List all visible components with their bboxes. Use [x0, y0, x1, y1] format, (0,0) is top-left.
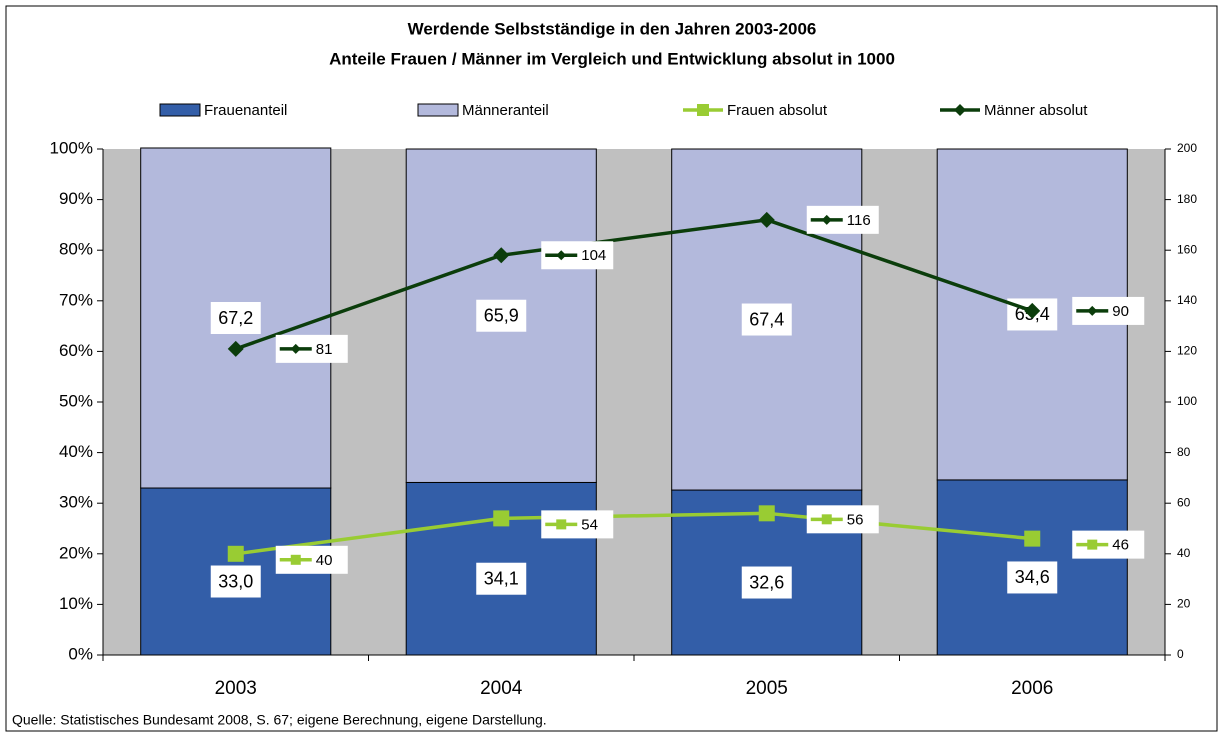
y2-tick-label: 100	[1177, 394, 1197, 408]
legend-swatch	[159, 103, 201, 117]
line-marker	[758, 505, 775, 522]
legend-label: Männeranteil	[462, 102, 549, 119]
data-label-box	[741, 303, 792, 336]
data-label: 81	[316, 341, 333, 358]
data-label: 34,6	[1015, 567, 1050, 587]
y-tick-label: 10%	[59, 594, 93, 613]
data-label: 34,1	[484, 568, 519, 588]
line	[235, 511, 1033, 556]
data-label: 40	[316, 552, 333, 569]
x-tick-label: 2004	[480, 678, 523, 699]
data-label-key-marker	[556, 250, 567, 261]
line-marker	[227, 340, 244, 357]
line	[235, 218, 1033, 351]
y-tick-label: 30%	[59, 493, 93, 512]
data-label: 33,0	[218, 571, 253, 591]
chart-title: Werdende Selbstständige in den Jahren 20…	[408, 19, 817, 38]
data-label: 116	[847, 212, 871, 229]
legend-marker	[697, 104, 709, 116]
line-marker	[493, 247, 510, 264]
x-tick-label: 2003	[215, 678, 257, 699]
y2-tick-label: 60	[1177, 495, 1191, 509]
y-tick-label: 40%	[59, 442, 93, 461]
legend-label: Frauenanteil	[204, 102, 287, 119]
data-label: 104	[581, 247, 606, 264]
line-marker	[758, 211, 775, 228]
data-label-box	[1007, 561, 1058, 594]
chart-subtitle: Anteile Frauen / Männer im Vergleich und…	[329, 49, 895, 68]
data-label-box	[476, 562, 527, 595]
y-tick-label: 80%	[59, 240, 93, 259]
y2-tick-label: 160	[1177, 242, 1197, 256]
y-tick-label: 0%	[68, 644, 93, 663]
y2-tick-label: 80	[1177, 445, 1191, 459]
line-marker	[493, 510, 510, 527]
legend-swatch	[417, 103, 459, 117]
y-tick-label: 90%	[59, 189, 93, 208]
x-tick-label: 2006	[1011, 678, 1053, 699]
legend-marker	[954, 104, 966, 116]
data-label-box	[476, 299, 527, 332]
data-label-key-marker	[290, 343, 301, 354]
line-marker	[227, 545, 244, 562]
y2-tick-label: 0	[1177, 647, 1184, 661]
legend-label: Frauen absolut	[727, 102, 828, 119]
y2-tick-label: 200	[1177, 141, 1197, 155]
y2-tick-label: 120	[1177, 344, 1197, 358]
data-label-key-marker	[556, 519, 567, 530]
y-tick-label: 70%	[59, 290, 93, 309]
data-label-box	[741, 566, 792, 599]
data-label: 54	[581, 516, 598, 533]
legend-label: Männer absolut	[984, 102, 1088, 119]
y-tick-label: 100%	[50, 138, 93, 157]
y-tick-label: 20%	[59, 543, 93, 562]
data-label-box	[210, 565, 261, 598]
y-tick-label: 60%	[59, 341, 93, 360]
source-note: Quelle: Statistisches Bundesamt 2008, S.…	[12, 712, 547, 728]
data-label-box	[210, 302, 261, 335]
data-label: 46	[1112, 537, 1129, 554]
data-label: 67,2	[218, 308, 253, 328]
data-label-key-marker	[821, 214, 832, 225]
data-label: 90	[1112, 303, 1129, 320]
y-tick-label: 50%	[59, 391, 93, 410]
line-marker	[1024, 302, 1041, 319]
data-label: 32,6	[749, 572, 784, 592]
y2-tick-label: 140	[1177, 293, 1197, 307]
data-label-key-marker	[290, 554, 301, 565]
data-label: 67,4	[749, 309, 784, 329]
data-label-key-marker	[821, 514, 832, 525]
data-label: 65,9	[484, 305, 519, 325]
data-label: 56	[847, 511, 864, 528]
line-marker	[1024, 530, 1041, 547]
x-tick-label: 2005	[746, 678, 788, 699]
y2-tick-label: 40	[1177, 546, 1191, 560]
y2-tick-label: 20	[1177, 597, 1191, 611]
data-label-key-marker	[1087, 539, 1098, 550]
y2-tick-label: 180	[1177, 192, 1197, 206]
data-label-key-marker	[1087, 305, 1098, 316]
